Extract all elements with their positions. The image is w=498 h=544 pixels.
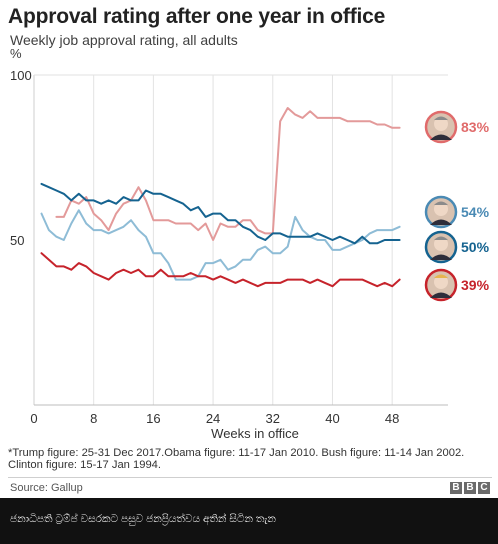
x-tick-label: 24 (206, 411, 220, 426)
x-tick-label: 32 (266, 411, 280, 426)
axis-labels: 0 8 16 24 32 40 48 50 100 (10, 68, 399, 426)
series-end-labels: 83% 54% 50% 39% (424, 110, 490, 302)
chart-title: Approval rating after one year in office (8, 5, 386, 28)
bush-portrait (424, 110, 458, 144)
obama-portrait (424, 230, 458, 264)
footnote: *Trump figure: 25-31 Dec 2017.Obama figu… (8, 447, 465, 471)
bbc-logo: B B C (450, 482, 490, 494)
approval-chart: % 0 8 16 24 32 40 48 50 100 83% 54% 50% 39% Weeks i… (10, 46, 490, 440)
portrait-suit (430, 292, 452, 298)
portrait-hair (434, 274, 448, 278)
clinton-portrait (424, 195, 458, 229)
caption-text: ජනාධිපති ට්‍රම්ප් වසරකට පසුව ජනප්‍රියත්ව… (10, 513, 276, 525)
series-line-bush (55, 107, 401, 241)
bbc-logo-letter: C (478, 482, 490, 494)
caption-bar: ජනාධිපති ට්‍රම්ප් වසරකට පසුව ජනප්‍රියත්ව… (0, 498, 498, 544)
y-tick-label: 50 (10, 233, 24, 248)
end-label-trump: 39% (461, 277, 490, 293)
trump-portrait (424, 268, 458, 302)
x-tick-label: 8 (90, 411, 97, 426)
portrait-suit (430, 134, 452, 140)
grid-layer (33, 74, 448, 406)
y-tick-label: 100 (10, 68, 32, 83)
series-lines (40, 107, 401, 288)
bbc-logo-letter: B (450, 482, 462, 494)
portrait-suit (430, 254, 452, 260)
series-line-clinton (40, 209, 401, 281)
portrait-face (434, 117, 448, 131)
portrait-face (434, 275, 448, 289)
end-label-bush: 83% (461, 119, 490, 135)
x-axis-title: Weeks in office (211, 426, 299, 440)
source-note: Source: Gallup (10, 482, 83, 494)
portrait-suit (430, 219, 452, 225)
x-tick-label: 16 (146, 411, 160, 426)
portrait-hair (434, 201, 448, 205)
x-tick-label: 0 (30, 411, 37, 426)
x-tick-label: 48 (385, 411, 399, 426)
portrait-hair (434, 236, 448, 240)
y-axis-unit-group: % (10, 46, 22, 61)
x-tick-label: 40 (325, 411, 339, 426)
portrait-face (434, 237, 448, 251)
divider (8, 477, 492, 478)
series-line-trump (40, 252, 401, 288)
portrait-hair (434, 116, 448, 120)
bbc-logo-letter: B (464, 482, 476, 494)
end-label-clinton: 54% (461, 204, 490, 220)
series-line-obama (40, 182, 401, 245)
end-label-obama: 50% (461, 239, 490, 255)
y-axis-unit-label: % (10, 46, 22, 61)
portrait-face (434, 202, 448, 216)
chart-subtitle: Weekly job approval rating, all adults (10, 32, 238, 48)
